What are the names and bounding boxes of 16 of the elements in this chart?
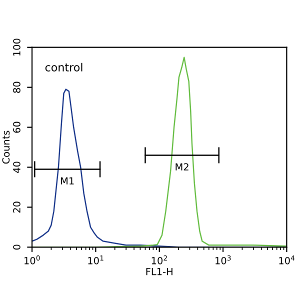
x-tick-label: 10$^{1}$ [88,256,104,264]
y-tick-label: 80 [13,82,20,93]
series-label: M1 [61,177,74,184]
x-tick-label: 10$^{0}$ [24,255,40,264]
y-tick-label: 60 [13,122,20,133]
y-tick-label: 100 [13,38,20,56]
y-tick-label: 20 [13,202,20,213]
y-axis-title: Counts [2,130,10,164]
x-tick-label: 10$^{3}$ [216,255,231,264]
annotation: control [45,62,82,72]
series-label: M2 [176,163,188,170]
y-tick-label: 0 [13,244,20,250]
x-axis-title: FL1-H [146,268,172,276]
y-tick-label: 40 [13,162,20,173]
x-tick-label: 10$^{2}$ [152,255,167,264]
x-tick-label: 10$^{4}$ [279,256,295,264]
